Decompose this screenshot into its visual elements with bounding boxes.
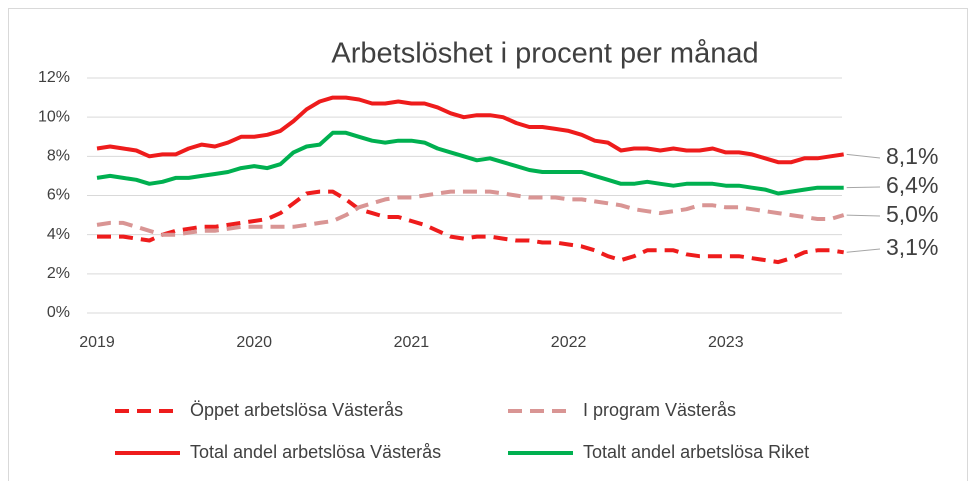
chart-frame (8, 8, 968, 481)
y-tick-label: 0% (47, 304, 70, 321)
data-label: 5,0% (886, 201, 938, 227)
leader-line (846, 214, 881, 217)
legend-label: Total andel arbetslösa Västerås (190, 442, 441, 462)
y-tick-label: 2% (47, 265, 70, 282)
x-tick-label: 2023 (708, 334, 744, 351)
y-tick-label: 12% (38, 69, 70, 86)
chart-title: Arbetslöshet i procent per månad (331, 38, 758, 70)
legend-label: Öppet arbetslösa Västerås (190, 400, 403, 420)
legend-label: I program Västerås (583, 400, 736, 420)
x-tick-label: 2021 (394, 334, 430, 351)
data-label: 8,1% (886, 143, 938, 169)
legend-label: Totalt andel arbetslösa Riket (583, 442, 809, 462)
series-line (96, 95, 844, 165)
series-line (96, 130, 844, 196)
leader-line (846, 248, 881, 253)
series-line (96, 189, 845, 237)
leader-line (846, 153, 881, 159)
leader-line (846, 186, 881, 189)
x-tick-label: 2019 (79, 334, 115, 351)
x-tick-label: 2022 (551, 334, 587, 351)
series-line (97, 189, 845, 265)
y-tick-label: 4% (47, 226, 70, 243)
x-tick-label: 2020 (236, 334, 272, 351)
data-label: 6,4% (886, 172, 938, 198)
y-tick-label: 6% (47, 187, 70, 204)
y-tick-label: 8% (47, 148, 70, 165)
y-tick-label: 10% (38, 108, 70, 125)
data-label: 3,1% (886, 234, 938, 260)
